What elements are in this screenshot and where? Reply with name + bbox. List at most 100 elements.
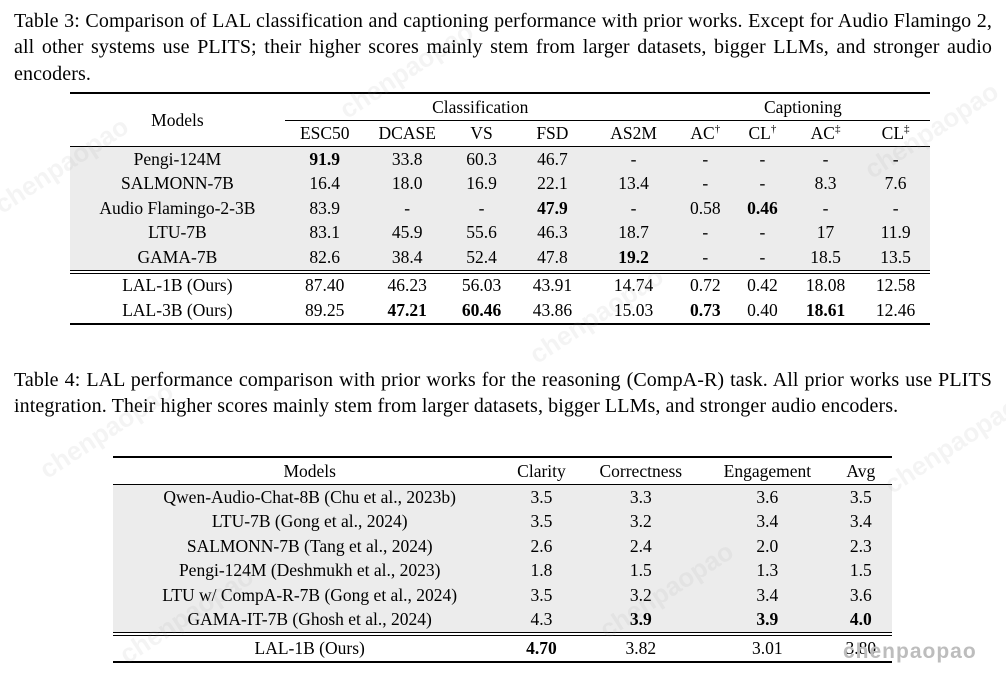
- model-name-cell: Qwen-Audio-Chat-8B (Chu et al., 2023b): [163, 486, 456, 507]
- dagger-mark: †: [770, 123, 777, 136]
- value-cell: 60.46: [461, 299, 502, 320]
- value-cell: 1.8: [530, 560, 553, 581]
- column-header: AC‡: [789, 120, 862, 147]
- value-cell: -: [892, 197, 899, 218]
- table-row: Qwen-Audio-Chat-8B (Chu et al., 2023b) 3.…: [113, 484, 892, 510]
- value-cell: 17: [816, 222, 835, 243]
- value-cell: 0.73: [689, 299, 721, 320]
- value-cell: 1.5: [849, 560, 872, 581]
- watermark-text: chenpaopao: [843, 640, 977, 663]
- column-header: CL†: [734, 120, 790, 147]
- value-cell: 18.08: [789, 269, 862, 298]
- value-cell: 3.4: [756, 584, 779, 605]
- value-cell: 2.0: [756, 535, 779, 556]
- value-cell: 11.9: [880, 222, 911, 243]
- value-cell: 46.7: [537, 148, 568, 169]
- column-header: DCASE: [364, 120, 450, 147]
- value-cell: 52.4: [466, 246, 497, 267]
- value-cell: 7.6: [884, 173, 907, 194]
- value-cell: -: [759, 222, 766, 243]
- dagger-mark: †: [714, 123, 721, 136]
- value-cell: 3.80: [829, 632, 892, 662]
- value-cell: 3.5: [530, 511, 553, 532]
- value-cell: 45.9: [391, 222, 423, 243]
- table4-body: Qwen-Audio-Chat-8B (Chu et al., 2023b) 3.…: [113, 484, 892, 662]
- value-cell: 1.3: [756, 560, 779, 581]
- value-cell: 83.9: [309, 197, 341, 218]
- table-row: LTU-7B 83.1 45.9 55.6 46.3 18.7 - - 17 11.9: [70, 220, 930, 245]
- table4-compa-r-table: Models Clarity Correctness Engagement Avg Qw…: [113, 456, 892, 663]
- table-row: GAMA-IT-7B (Ghosh et al., 2024) 4.3 3.9 3.9…: [113, 607, 892, 634]
- value-cell: 82.6: [309, 246, 341, 267]
- value-cell: 0.46: [747, 197, 778, 218]
- table-row: Pengi-124M 91.9 33.8 60.3 46.7 - - - - -: [70, 146, 930, 172]
- column-header: FSD: [513, 120, 592, 147]
- value-cell: 15.03: [613, 299, 654, 320]
- value-cell: 4.3: [530, 609, 553, 630]
- value-cell: 47.8: [537, 246, 568, 267]
- column-header: VS: [449, 120, 514, 147]
- value-cell: 13.4: [618, 173, 649, 194]
- value-cell: 0.72: [675, 269, 735, 298]
- value-cell: 0.58: [689, 197, 721, 218]
- value-cell: 3.6: [756, 486, 779, 507]
- value-cell: 8.3: [814, 173, 837, 194]
- model-name-cell: GAMA-7B: [137, 246, 218, 267]
- value-cell: -: [759, 246, 766, 267]
- table-row: LTU-7B (Gong et al., 2024) 3.5 3.2 3.4 3.4: [113, 509, 892, 534]
- value-cell: 91.9: [309, 148, 341, 169]
- value-cell: 16.4: [309, 173, 341, 194]
- value-cell: 83.1: [309, 222, 341, 243]
- column-header: AS2M: [591, 120, 676, 147]
- column-header: Avg: [829, 457, 892, 485]
- table-row: Audio Flamingo-2-3B 83.9 - - 47.9 - 0.58 0.46 - -: [70, 196, 930, 221]
- value-cell: 22.1: [537, 173, 568, 194]
- value-cell: -: [822, 148, 829, 169]
- value-cell: -: [702, 222, 709, 243]
- table3-classification-group-header: Classification: [284, 93, 676, 121]
- model-name-cell: LTU w/ CompA-R-7B (Gong et al., 2024): [162, 584, 458, 605]
- value-cell: 3.4: [849, 511, 872, 532]
- value-cell: 3.9: [756, 609, 779, 630]
- table-row: SALMONN-7B (Tang et al., 2024) 2.6 2.4 2.0 2…: [113, 534, 892, 559]
- table-row: LAL-1B (Ours) 87.40 46.23 56.03 43.91 14.74 0.…: [70, 269, 930, 298]
- model-name-cell: Audio Flamingo-2-3B: [99, 197, 256, 218]
- model-name-cell: LTU-7B: [148, 222, 207, 243]
- value-cell: -: [822, 197, 829, 218]
- column-header: Models: [113, 457, 507, 485]
- model-name-cell: SALMONN-7B: [121, 173, 234, 194]
- value-cell: 3.3: [629, 486, 652, 507]
- value-cell: -: [702, 173, 709, 194]
- value-cell: 89.25: [305, 299, 345, 320]
- table-row: LTU w/ CompA-R-7B (Gong et al., 2024) 3.5…: [113, 583, 892, 608]
- value-cell: 47.9: [537, 197, 568, 218]
- value-cell: 0.40: [747, 299, 778, 320]
- table3-models-column-header: Models: [70, 93, 285, 147]
- value-cell: 2.3: [849, 535, 872, 556]
- model-name-cell: LAL-1B (Ours): [70, 269, 285, 298]
- table4-header-row: Models Clarity Correctness Engagement Avg: [113, 457, 892, 485]
- value-cell: 60.3: [466, 148, 497, 169]
- value-cell: 46.23: [364, 269, 450, 298]
- value-cell: 18.61: [805, 299, 846, 320]
- value-cell: 3.9: [629, 609, 652, 630]
- dagger-mark: ‡: [834, 123, 841, 136]
- model-name-cell: LTU-7B (Gong et al., 2024): [211, 511, 408, 532]
- table-row: GAMA-7B 82.6 38.4 52.4 47.8 19.2 - - 18.5 13.5: [70, 245, 930, 272]
- model-name-cell: SALMONN-7B (Tang et al., 2024): [186, 535, 433, 556]
- value-cell: 3.5: [530, 486, 553, 507]
- value-cell: 3.01: [705, 632, 830, 662]
- value-cell: -: [630, 197, 637, 218]
- table3-group-header-row: Models Classification Captioning: [70, 93, 930, 147]
- value-cell: 3.4: [756, 511, 779, 532]
- value-cell: -: [630, 148, 637, 169]
- value-cell: 14.74: [591, 269, 676, 298]
- column-header: AC†: [675, 120, 735, 147]
- value-cell: 46.3: [537, 222, 568, 243]
- value-cell: 3.5: [849, 486, 872, 507]
- value-cell: 43.86: [532, 299, 573, 320]
- model-name-cell: Pengi-124M (Deshmukh et al., 2023): [178, 560, 441, 581]
- value-cell: 3.5: [530, 584, 553, 605]
- value-cell: -: [892, 148, 899, 169]
- column-header: CL‡: [861, 120, 930, 147]
